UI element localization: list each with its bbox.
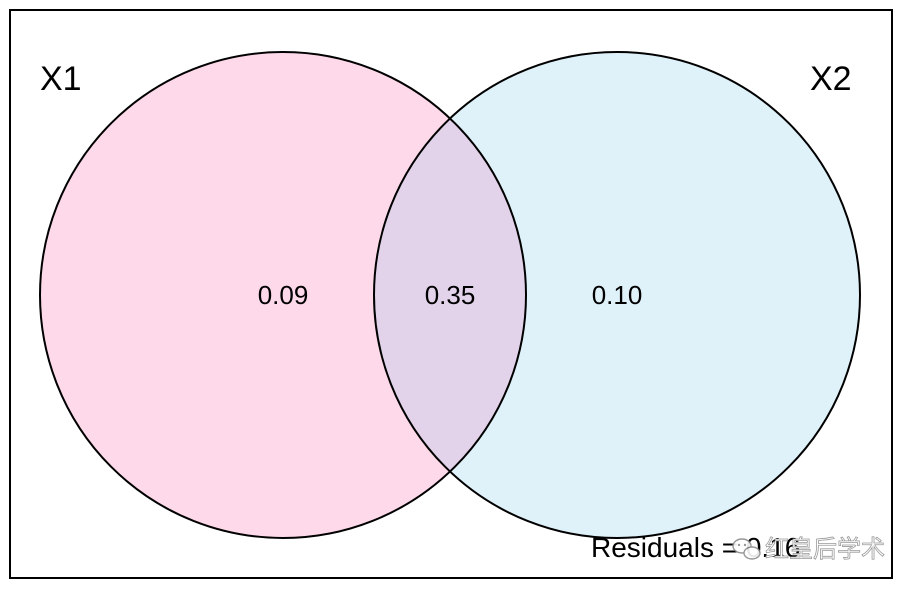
x2-only-value: 0.10 <box>592 280 643 310</box>
watermark-text: 红皇后学术 <box>765 536 885 563</box>
set-x2-label: X2 <box>810 60 852 98</box>
residuals-label: Residuals = 0.16 <box>591 532 800 563</box>
set-x1-label: X1 <box>40 60 82 98</box>
set-x1-outline <box>39 51 527 539</box>
set-x2-circle <box>374 52 860 538</box>
intersection-value: 0.35 <box>425 280 476 310</box>
set-x1-circle <box>40 52 526 538</box>
set-x2-outline <box>373 51 861 539</box>
watermark: 红皇后学术 <box>732 536 885 563</box>
wechat-icon <box>732 538 761 560</box>
x1-only-value: 0.09 <box>258 280 309 310</box>
